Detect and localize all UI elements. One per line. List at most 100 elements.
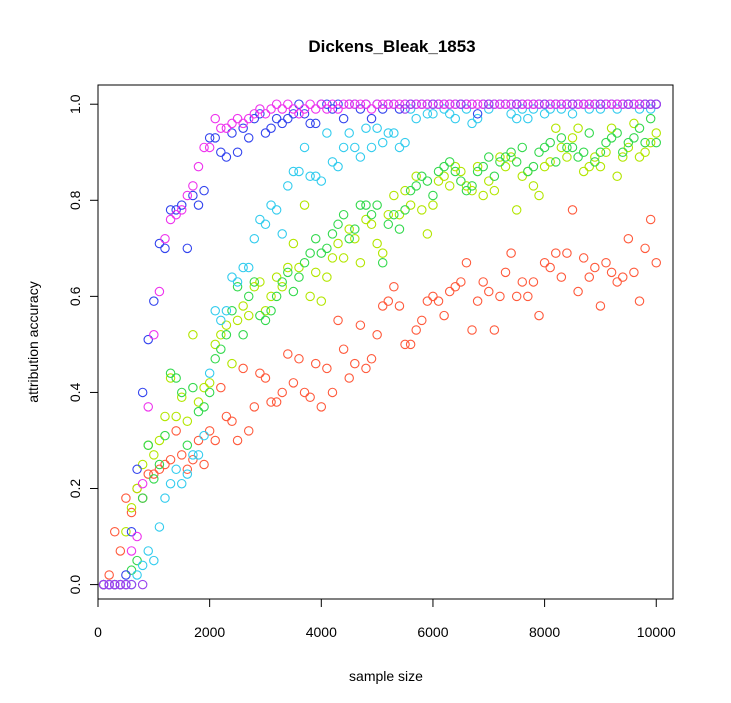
data-point xyxy=(417,99,427,109)
data-point xyxy=(176,387,187,398)
data-point xyxy=(199,185,209,196)
data-point xyxy=(394,104,405,114)
data-point xyxy=(327,229,338,239)
data-point xyxy=(344,99,354,109)
data-point xyxy=(377,104,388,114)
data-point xyxy=(472,99,483,109)
data-point xyxy=(517,277,528,287)
data-point xyxy=(210,113,220,124)
data-point xyxy=(266,397,276,407)
data-point xyxy=(444,109,455,119)
data-point xyxy=(165,205,176,215)
data-point xyxy=(400,137,410,148)
data-point xyxy=(149,555,159,566)
data-point xyxy=(327,387,338,398)
data-point xyxy=(590,152,600,162)
data-point xyxy=(584,161,595,172)
data-point xyxy=(651,128,661,138)
data-point xyxy=(528,181,539,191)
data-point xyxy=(154,286,165,297)
data-point xyxy=(623,142,634,153)
data-point xyxy=(545,137,555,148)
data-point xyxy=(283,113,293,124)
data-point xyxy=(539,109,550,119)
data-point xyxy=(344,233,354,244)
data-point xyxy=(595,301,606,311)
data-point xyxy=(539,142,550,153)
data-point xyxy=(405,104,416,114)
data-point xyxy=(149,330,159,340)
data-point xyxy=(137,493,148,503)
y-tick-label: 1.0 xyxy=(67,94,83,114)
data-point xyxy=(417,205,427,215)
data-point xyxy=(238,118,248,129)
data-point xyxy=(266,200,276,210)
data-point xyxy=(456,99,466,109)
data-point xyxy=(444,181,455,191)
data-point xyxy=(165,454,176,465)
data-point xyxy=(372,330,382,340)
data-point xyxy=(199,382,209,393)
data-point xyxy=(350,358,360,369)
data-point xyxy=(277,118,287,129)
data-point xyxy=(601,99,611,109)
data-point xyxy=(645,113,656,124)
data-point xyxy=(143,546,153,556)
data-point xyxy=(271,99,282,109)
data-point xyxy=(355,104,366,114)
data-point xyxy=(277,282,287,292)
data-point xyxy=(634,152,645,162)
data-point xyxy=(584,104,595,114)
y-tick-label: 0.2 xyxy=(67,479,83,499)
data-point xyxy=(528,104,539,114)
data-point xyxy=(249,113,260,124)
data-point xyxy=(344,128,354,138)
data-point xyxy=(366,104,377,114)
data-point xyxy=(193,397,204,407)
data-point xyxy=(243,133,254,143)
data-point xyxy=(143,334,153,345)
data-point xyxy=(361,200,371,210)
data-point xyxy=(299,200,310,210)
data-point xyxy=(645,137,656,148)
data-point xyxy=(221,411,232,422)
data-point xyxy=(232,147,243,158)
data-point xyxy=(461,185,472,196)
data-point xyxy=(534,147,544,158)
data-point xyxy=(539,99,550,109)
data-point xyxy=(171,464,181,475)
data-point xyxy=(171,411,181,422)
data-point xyxy=(338,253,349,263)
data-point xyxy=(467,325,477,335)
data-point xyxy=(249,277,260,287)
data-point xyxy=(305,291,315,302)
data-point xyxy=(137,579,148,590)
data-point xyxy=(651,137,661,148)
data-point xyxy=(495,152,505,162)
data-point xyxy=(433,166,444,177)
data-point xyxy=(478,161,488,172)
data-point xyxy=(573,152,583,162)
data-point xyxy=(243,291,254,302)
y-axis-label: attribution accuracy xyxy=(25,281,41,402)
data-point xyxy=(350,99,360,109)
data-point xyxy=(618,99,628,109)
data-point xyxy=(389,190,399,201)
data-point xyxy=(411,99,421,109)
data-point xyxy=(277,104,287,114)
data-point xyxy=(428,109,438,119)
data-point xyxy=(405,99,416,109)
data-point xyxy=(545,157,555,167)
data-point xyxy=(299,387,310,398)
data-point xyxy=(310,358,321,369)
data-point xyxy=(182,190,193,201)
data-point xyxy=(606,123,617,133)
data-point xyxy=(400,99,410,109)
data-point xyxy=(506,109,516,119)
data-point xyxy=(372,123,382,133)
data-point xyxy=(495,157,505,167)
data-point xyxy=(511,157,522,167)
data-point xyxy=(344,373,354,383)
data-point xyxy=(137,560,148,571)
series-2 xyxy=(98,118,661,590)
